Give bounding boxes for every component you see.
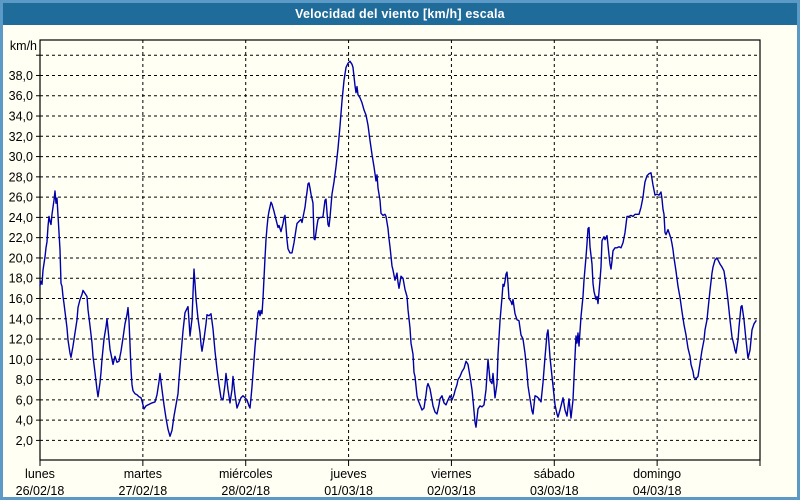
x-date-label: 26/02/18: [16, 484, 65, 497]
y-tick-label: 22,0: [9, 231, 33, 245]
y-axis-unit-label: km/h: [10, 39, 37, 53]
y-tick-label: 8,0: [16, 373, 33, 387]
y-tick-label: 14,0: [9, 312, 33, 326]
y-tick-label: 24,0: [9, 211, 33, 225]
y-tick-label: 16,0: [9, 292, 33, 306]
y-tick-label: 4,0: [16, 414, 33, 428]
y-tick-label: 28,0: [9, 170, 33, 184]
x-day-label: viernes: [431, 467, 471, 481]
y-tick-label: 38,0: [9, 69, 33, 83]
y-tick-label: 6,0: [16, 393, 33, 407]
y-tick-label: 36,0: [9, 89, 33, 103]
y-tick-label: 32,0: [9, 130, 33, 144]
chart-content-area: km/h 38,0 36,0 34,0 32,0 30,0 28,0 26,0 24,0 22,0…: [3, 25, 797, 497]
x-day-label: jueves: [330, 467, 367, 481]
x-day-label: miércoles: [219, 467, 273, 481]
x-day-label: lunes: [25, 467, 55, 481]
y-tick-label: 10,0: [9, 353, 33, 367]
x-date-label: 27/02/18: [119, 484, 168, 497]
y-tick-label: 2,0: [16, 434, 33, 448]
plot-border: [39, 39, 761, 461]
window-title: Velocidad del viento [km/h] escala: [295, 7, 505, 21]
x-date-label: 01/03/18: [324, 484, 373, 497]
series-line: [39, 60, 757, 437]
window-titlebar[interactable]: Velocidad del viento [km/h] escala: [3, 3, 797, 25]
x-date-label: 02/03/18: [427, 484, 476, 497]
x-day-label: domingo: [633, 467, 681, 481]
x-date-label: 04/03/18: [633, 484, 682, 497]
y-tick-label: 26,0: [9, 191, 33, 205]
y-tick-label: 12,0: [9, 333, 33, 347]
y-tick-label: 30,0: [9, 150, 33, 164]
y-tick-label: 20,0: [9, 251, 33, 265]
x-day-label: martes: [124, 467, 162, 481]
x-day-label: sábado: [534, 467, 575, 481]
chart-svg: km/h 38,0 36,0 34,0 32,0 30,0 28,0 26,0 24,0 22,0…: [9, 39, 761, 497]
x-date-label: 03/03/18: [530, 484, 579, 497]
x-date-label: 28/02/18: [221, 484, 270, 497]
y-tick-label: 34,0: [9, 110, 33, 124]
y-tick-label: 18,0: [9, 272, 33, 286]
